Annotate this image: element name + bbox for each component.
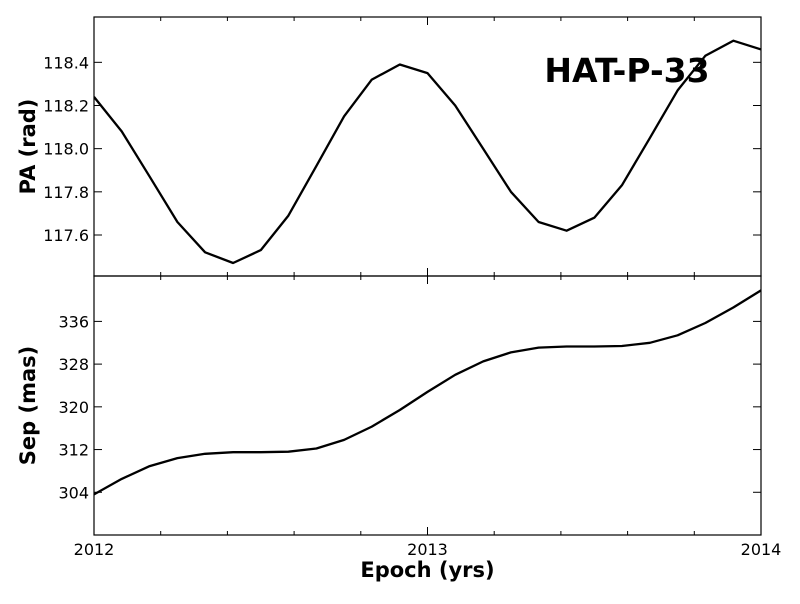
sep-x-tick-label: 2013 [407,540,448,559]
sep-y-axis-label: Sep (mas) [16,346,40,465]
sep-y-tick-label: 328 [58,355,89,374]
pa-y-tick-label: 118.4 [43,53,89,72]
pa-y-tick-label: 117.6 [43,226,89,245]
pa-panel: 117.6 117.8 118.0 118.2 118.4 PA (rad) HAT-P-3… [16,16,762,277]
chart-title: HAT-P-33 [544,51,709,90]
pa-y-tick-label: 118.2 [43,96,89,115]
sep-y-tick-label: 304 [58,483,89,502]
pa-series-line [94,39,761,265]
sep-y-tick-label: 312 [58,441,89,460]
sep-x-axis-label: Epoch (yrs) [360,558,494,582]
sep-axes-frame [93,275,762,536]
pa-y-tick-label: 118.0 [43,140,89,159]
sep-panel: 304 312 320 328 336 2012 2013 2014 Sep (mas) Epoc… [16,275,782,582]
pa-y-axis-label: PA (rad) [16,99,40,195]
pa-y-tick-label: 117.8 [43,183,89,202]
sep-series-line [94,289,761,496]
sep-y-tick-label: 320 [58,398,89,417]
sep-x-tick-label: 2012 [74,540,115,559]
sep-y-tick-label: 336 [58,312,89,331]
sep-x-tick-label: 2014 [741,540,782,559]
